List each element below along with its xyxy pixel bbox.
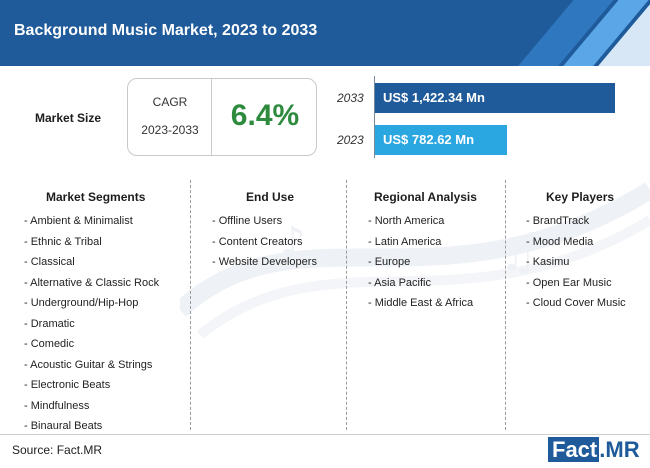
column-heading: Market Segments	[46, 190, 146, 204]
column-market-segments: Market Segments - Ambient & Minimalist -…	[24, 190, 184, 437]
list-item: - Europe	[368, 256, 411, 268]
cagr-box: CAGR 2023-2033 6.4%	[127, 78, 317, 156]
list-item: - Middle East & Africa	[368, 297, 474, 309]
list-item: - Open Ear Music	[526, 276, 612, 289]
column-regional-analysis: Regional Analysis - North America - Lati…	[368, 190, 503, 314]
market-size-bar: US$ 782.62 Mn	[375, 125, 507, 155]
list-item: - Ambient & Minimalist	[24, 215, 133, 227]
list-item: - Latin America	[368, 235, 442, 248]
list-item: - Kasimu	[526, 256, 570, 268]
list-item: - BrandTrack	[526, 215, 590, 227]
logo-part-mr: .MR	[599, 437, 640, 462]
list-item: - Underground/Hip-Hop	[24, 297, 139, 309]
list-item: - Classical	[24, 256, 75, 268]
list-item: - Binaural Beats	[24, 420, 103, 432]
cagr-title: CAGR	[152, 95, 188, 109]
column-heading: Key Players	[546, 190, 615, 204]
list-item: - Cloud Cover Music	[526, 297, 626, 309]
cagr-period: 2023-2033	[141, 123, 199, 137]
bar-year-label: 2023	[337, 133, 364, 147]
list-item: - Offline Users	[212, 215, 283, 227]
list-item: - Mood Media	[526, 235, 594, 248]
column-heading: Regional Analysis	[374, 190, 477, 204]
cagr-value: 6.4%	[230, 99, 300, 132]
cagr-left-panel	[128, 79, 212, 155]
list-item: - Asia Pacific	[368, 276, 431, 289]
list-item: - Electronic Beats	[24, 379, 111, 391]
header-banner: Background Music Market, 2023 to 2033	[0, 0, 650, 66]
segment-list: - Ambient & Minimalist - Ethnic & Tribal…	[24, 211, 184, 437]
column-divider	[346, 180, 347, 430]
footer-divider	[0, 434, 650, 435]
list-item: - Alternative & Classic Rock	[24, 276, 160, 289]
bar-year-label: 2033	[337, 91, 364, 105]
player-list: - BrandTrack - Mood Media - Kasimu - Ope…	[526, 211, 646, 314]
list-item: - Ethnic & Tribal	[24, 235, 102, 248]
column-divider	[505, 180, 506, 430]
logo-part-fact: Fact	[548, 437, 600, 462]
list-item: - Dramatic	[24, 317, 75, 330]
source-note: Source: Fact.MR	[12, 443, 103, 457]
market-size-bar: US$ 1,422.34 Mn	[375, 83, 615, 113]
end-use-list: - Offline Users - Content Creators - Web…	[212, 211, 342, 273]
list-item: - North America	[368, 215, 445, 227]
column-end-use: End Use - Offline Users - Content Creato…	[212, 190, 342, 273]
list-item: - Website Developers	[212, 256, 317, 268]
column-heading: End Use	[246, 190, 295, 204]
page-title: Background Music Market, 2023 to 2033	[14, 22, 318, 39]
list-item: - Comedic	[24, 338, 75, 350]
column-key-players: Key Players - BrandTrack - Mood Media - …	[526, 190, 646, 314]
list-item: - Acoustic Guitar & Strings	[24, 358, 153, 371]
list-item: - Mindfulness	[24, 399, 90, 412]
fact-mr-logo: Fact.MR	[548, 436, 642, 464]
list-item: - Content Creators	[212, 235, 303, 248]
region-list: - North America - Latin America - Europe…	[368, 211, 503, 314]
svg-text:♪: ♪	[280, 219, 306, 265]
bar-axis-line	[374, 76, 375, 158]
market-size-label: Market Size	[35, 111, 102, 125]
column-divider	[190, 180, 191, 430]
